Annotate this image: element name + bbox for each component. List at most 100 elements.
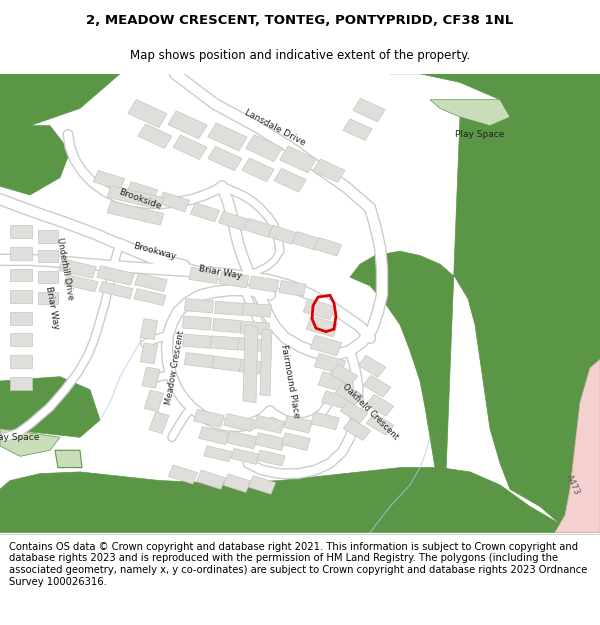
Text: Oakfield Crescent: Oakfield Crescent <box>340 382 400 441</box>
Polygon shape <box>390 74 600 143</box>
Polygon shape <box>145 390 164 412</box>
Polygon shape <box>318 372 348 392</box>
Polygon shape <box>363 375 391 397</box>
Polygon shape <box>182 334 212 348</box>
Polygon shape <box>38 251 58 262</box>
Polygon shape <box>239 359 269 375</box>
Polygon shape <box>169 465 197 484</box>
Polygon shape <box>0 117 70 195</box>
Polygon shape <box>242 158 274 182</box>
Polygon shape <box>353 98 385 122</box>
Polygon shape <box>97 266 134 285</box>
Polygon shape <box>257 450 285 466</box>
Polygon shape <box>134 273 167 292</box>
Polygon shape <box>184 299 214 313</box>
Polygon shape <box>280 146 316 173</box>
Polygon shape <box>366 394 394 416</box>
Text: Briar Way: Briar Way <box>197 264 242 281</box>
Polygon shape <box>211 336 239 350</box>
Polygon shape <box>99 281 133 299</box>
Polygon shape <box>243 325 258 402</box>
Polygon shape <box>245 135 283 162</box>
Polygon shape <box>322 391 350 409</box>
Polygon shape <box>10 247 32 260</box>
Polygon shape <box>430 100 510 126</box>
Polygon shape <box>274 168 306 192</box>
Text: Play Space: Play Space <box>0 432 40 442</box>
Polygon shape <box>204 446 232 462</box>
Polygon shape <box>248 476 275 494</box>
Polygon shape <box>64 274 98 292</box>
Polygon shape <box>340 401 368 423</box>
Polygon shape <box>212 356 242 371</box>
Polygon shape <box>311 412 340 429</box>
Polygon shape <box>254 416 284 433</box>
Polygon shape <box>238 338 266 352</box>
Polygon shape <box>260 329 272 396</box>
Polygon shape <box>94 171 125 190</box>
Polygon shape <box>214 301 244 316</box>
Polygon shape <box>231 448 259 464</box>
Polygon shape <box>330 364 358 386</box>
Polygon shape <box>223 474 251 492</box>
Polygon shape <box>10 355 32 368</box>
Text: Briar Way: Briar Way <box>44 285 60 330</box>
Polygon shape <box>55 450 82 468</box>
Polygon shape <box>314 353 346 374</box>
Polygon shape <box>212 319 242 332</box>
Polygon shape <box>555 359 600 532</box>
Polygon shape <box>0 429 60 456</box>
Text: 2, MEADOW CRESCENT, TONTEG, PONTYPRIDD, CF38 1NL: 2, MEADOW CRESCENT, TONTEG, PONTYPRIDD, … <box>86 14 514 27</box>
Polygon shape <box>366 413 394 435</box>
Polygon shape <box>0 377 100 438</box>
Polygon shape <box>310 335 342 356</box>
Polygon shape <box>142 367 160 388</box>
Polygon shape <box>314 238 341 256</box>
Polygon shape <box>199 427 229 444</box>
Polygon shape <box>279 281 306 296</box>
Polygon shape <box>0 74 120 126</box>
Polygon shape <box>140 319 158 339</box>
Polygon shape <box>244 218 272 238</box>
Polygon shape <box>10 333 32 346</box>
Polygon shape <box>343 119 372 141</box>
Polygon shape <box>38 292 58 304</box>
Polygon shape <box>10 225 32 238</box>
Polygon shape <box>208 146 242 171</box>
Text: Contains OS data © Crown copyright and database right 2021. This information is : Contains OS data © Crown copyright and d… <box>9 542 587 586</box>
Polygon shape <box>343 419 371 441</box>
Polygon shape <box>107 201 164 225</box>
Polygon shape <box>59 259 96 278</box>
Polygon shape <box>218 211 248 231</box>
Polygon shape <box>138 124 172 148</box>
Polygon shape <box>306 316 338 337</box>
Polygon shape <box>127 182 158 201</box>
Polygon shape <box>268 226 296 244</box>
Text: Meadow Crescent: Meadow Crescent <box>164 331 186 406</box>
Polygon shape <box>10 377 32 389</box>
Polygon shape <box>242 303 272 317</box>
Polygon shape <box>168 111 207 139</box>
Polygon shape <box>358 356 386 377</box>
Polygon shape <box>107 186 164 209</box>
Polygon shape <box>313 159 345 182</box>
Polygon shape <box>128 99 167 127</box>
Polygon shape <box>10 269 32 281</box>
Polygon shape <box>350 117 600 532</box>
Text: Brookway: Brookway <box>133 241 178 261</box>
Text: Play Space: Play Space <box>455 130 505 139</box>
Polygon shape <box>173 135 207 159</box>
Polygon shape <box>219 272 249 288</box>
Polygon shape <box>194 409 224 428</box>
Text: A473: A473 <box>565 473 581 497</box>
Polygon shape <box>10 312 32 325</box>
Text: Underhill Drive: Underhill Drive <box>55 237 75 301</box>
Polygon shape <box>38 231 58 242</box>
Polygon shape <box>281 433 310 451</box>
Polygon shape <box>335 383 363 405</box>
Polygon shape <box>190 202 220 222</box>
Text: Lansdale Drive: Lansdale Drive <box>243 107 307 148</box>
Polygon shape <box>149 412 169 434</box>
Polygon shape <box>241 321 269 336</box>
Polygon shape <box>140 343 158 364</box>
